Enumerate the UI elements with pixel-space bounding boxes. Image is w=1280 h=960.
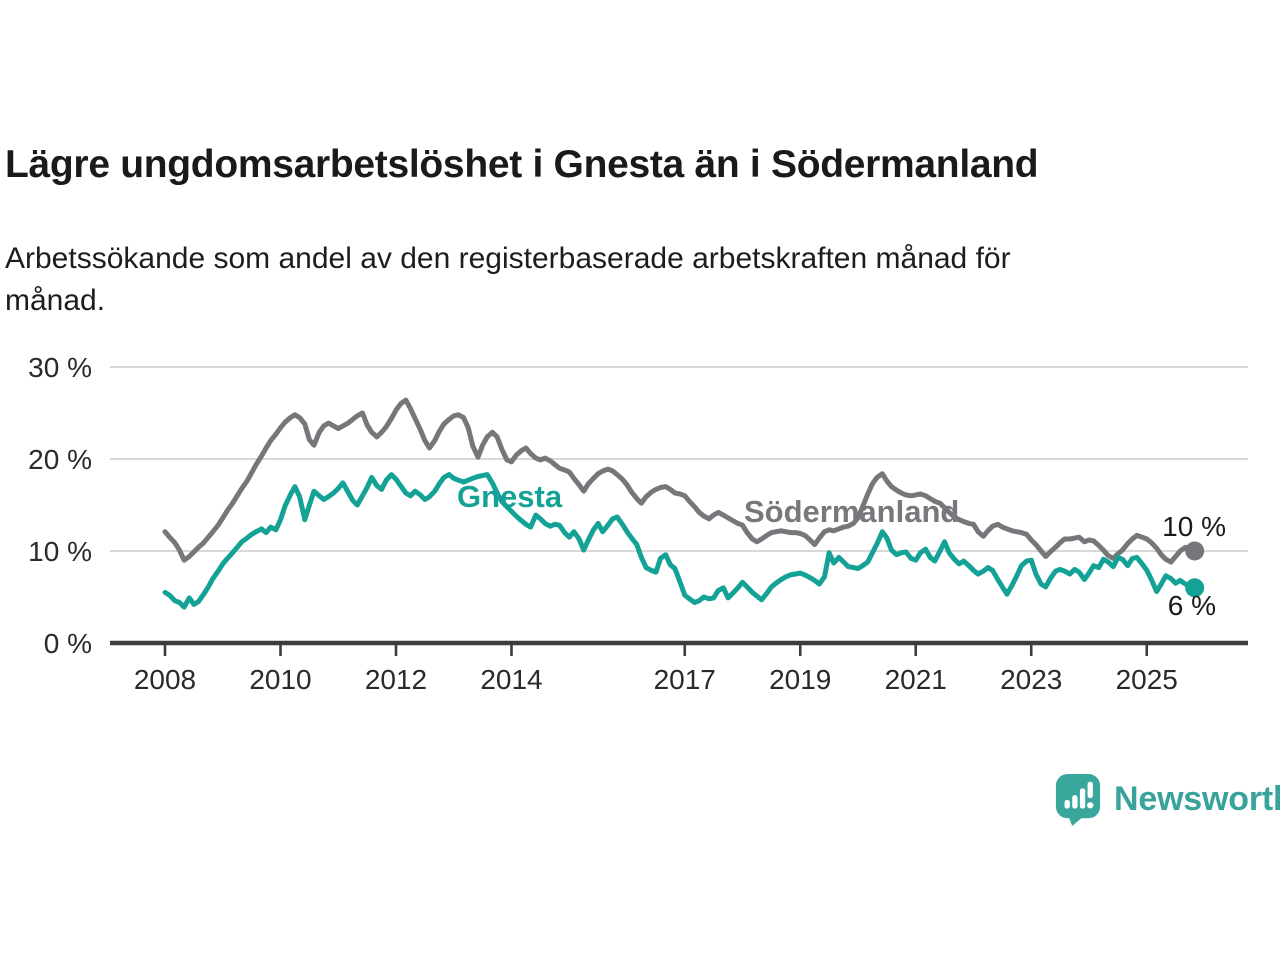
x-tick-label-2012: 2012: [365, 664, 427, 695]
end-value-sodermanland: 10 %: [1162, 511, 1226, 542]
series-label-sodermanland: Södermanland: [744, 494, 960, 529]
series-path-gnesta: [162, 472, 1198, 610]
y-tick-label-10: 10 %: [28, 536, 92, 567]
series-path-sodermanland: [162, 397, 1198, 565]
x-tick-label-2025: 2025: [1116, 664, 1178, 695]
newsworthy-logo-icon: [1055, 774, 1101, 826]
y-tick-label-20: 20 %: [28, 444, 92, 475]
series-end-dot-sodermanland: [1185, 541, 1205, 561]
x-tick-label-2010: 2010: [249, 664, 311, 695]
chart-title: Lägre ungdomsarbetslöshet i Gnesta än i …: [5, 143, 1039, 186]
series-label-gnesta: Gnesta: [457, 479, 563, 514]
y-tick-label-0: 0 %: [44, 628, 92, 659]
y-tick-label-30: 30 %: [28, 352, 92, 383]
chart-subtitle: Arbetssökande som andel av den registerb…: [5, 242, 1011, 317]
x-tick-label-2014: 2014: [480, 664, 542, 695]
x-tick-label-2021: 2021: [885, 664, 947, 695]
newsworthy-branding: Newsworthy: [1054, 772, 1280, 826]
x-tick-label-2008: 2008: [134, 664, 196, 695]
end-value-gnesta: 6 %: [1167, 590, 1216, 621]
series-end-dot-gnesta: [1185, 578, 1205, 598]
x-tick-label-2019: 2019: [769, 664, 831, 695]
x-tick-label-2017: 2017: [654, 664, 716, 695]
newsworthy-logo-text: Newsworthy: [1114, 779, 1280, 818]
x-tick-label-2023: 2023: [1000, 664, 1062, 695]
